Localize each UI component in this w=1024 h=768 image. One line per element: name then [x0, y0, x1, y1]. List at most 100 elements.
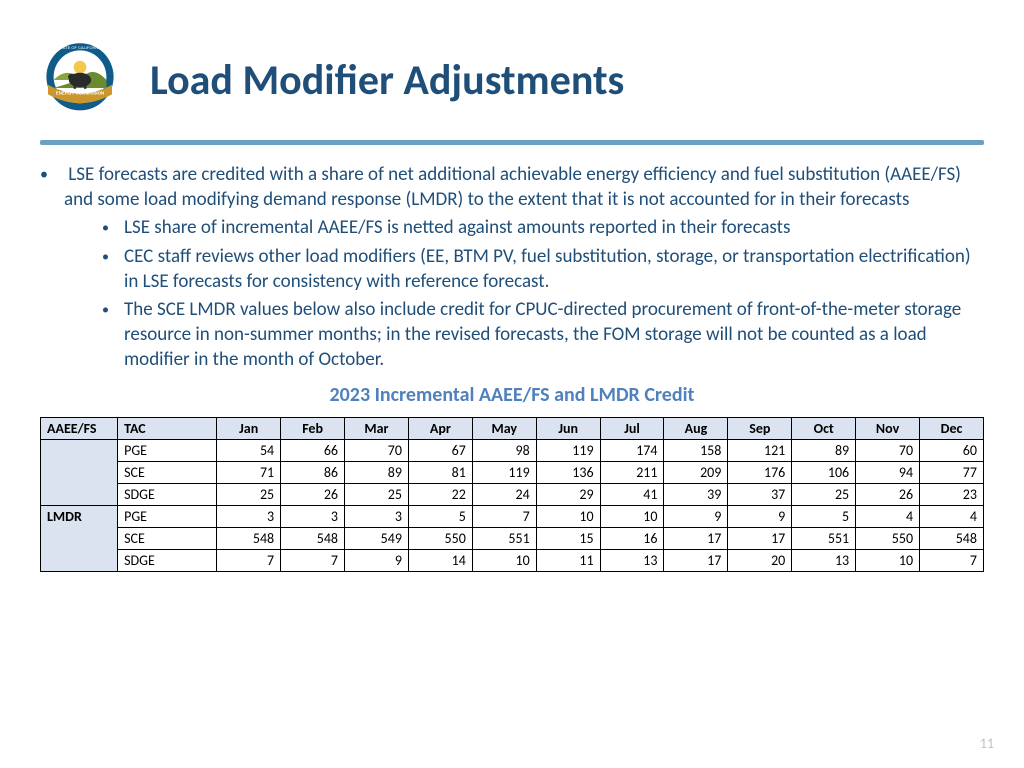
value-cell: 5 [792, 505, 856, 527]
tac-cell: SDGE [118, 549, 217, 571]
value-cell: 86 [281, 461, 345, 483]
value-cell: 25 [792, 483, 856, 505]
value-cell: 136 [536, 461, 600, 483]
value-cell: 16 [600, 527, 664, 549]
value-cell: 17 [664, 549, 728, 571]
value-cell: 10 [600, 505, 664, 527]
value-cell: 106 [792, 461, 856, 483]
value-cell: 66 [281, 439, 345, 461]
table-row: LMDRPGE33357101099544 [41, 505, 984, 527]
value-cell: 24 [472, 483, 536, 505]
value-cell: 7 [472, 505, 536, 527]
table-row: SCE54854854955055115161717551550548 [41, 527, 984, 549]
value-cell: 7 [281, 549, 345, 571]
value-cell: 22 [408, 483, 472, 505]
value-cell: 9 [664, 505, 728, 527]
tac-cell: SCE [118, 527, 217, 549]
value-cell: 119 [536, 439, 600, 461]
value-cell: 550 [408, 527, 472, 549]
value-cell: 13 [792, 549, 856, 571]
table-row: SCE718689811191362112091761069477 [41, 461, 984, 483]
value-cell: 176 [728, 461, 792, 483]
bullet-main-text: LSE forecasts are credited with a share … [64, 163, 961, 211]
cec-logo: STATE OF CALIFORNIA ENERGY COMMISSION [40, 40, 120, 120]
value-cell: 3 [217, 505, 281, 527]
value-cell: 548 [920, 527, 984, 549]
bullet-main: LSE forecasts are credited with a share … [64, 163, 984, 373]
value-cell: 26 [281, 483, 345, 505]
value-cell: 550 [856, 527, 920, 549]
value-cell: 7 [217, 549, 281, 571]
value-cell: 10 [856, 549, 920, 571]
sub-bullet: The SCE LMDR values below also include c… [124, 298, 984, 372]
value-cell: 17 [728, 527, 792, 549]
svg-text:ENERGY COMMISSION: ENERGY COMMISSION [56, 90, 104, 95]
value-cell: 10 [472, 549, 536, 571]
value-cell: 26 [856, 483, 920, 505]
svg-text:STATE OF CALIFORNIA: STATE OF CALIFORNIA [58, 45, 102, 50]
value-cell: 119 [472, 461, 536, 483]
value-cell: 70 [856, 439, 920, 461]
value-cell: 548 [281, 527, 345, 549]
credit-table: AAEE/FS TAC Jan Feb Mar Apr May Jun Jul … [40, 417, 984, 572]
group-cell: LMDR [41, 505, 118, 571]
value-cell: 20 [728, 549, 792, 571]
header-month: Jul [600, 417, 664, 439]
tac-cell: PGE [118, 505, 217, 527]
value-cell: 3 [281, 505, 345, 527]
header-month: Aug [664, 417, 728, 439]
value-cell: 71 [217, 461, 281, 483]
table-row: SDGE77914101113172013107 [41, 549, 984, 571]
table-header-row: AAEE/FS TAC Jan Feb Mar Apr May Jun Jul … [41, 417, 984, 439]
value-cell: 29 [536, 483, 600, 505]
sub-bullet: LSE share of incremental AAEE/FS is nett… [124, 216, 984, 241]
value-cell: 551 [792, 527, 856, 549]
value-cell: 81 [408, 461, 472, 483]
value-cell: 121 [728, 439, 792, 461]
header-month: Jan [217, 417, 281, 439]
value-cell: 4 [920, 505, 984, 527]
divider-line [40, 140, 984, 145]
table-row: PGE5466706798119174158121897060 [41, 439, 984, 461]
value-cell: 211 [600, 461, 664, 483]
value-cell: 3 [345, 505, 409, 527]
body-content: LSE forecasts are credited with a share … [40, 163, 984, 373]
header-month: Apr [408, 417, 472, 439]
sub-bullet: CEC staff reviews other load modifiers (… [124, 245, 984, 294]
header-month: Jun [536, 417, 600, 439]
value-cell: 14 [408, 549, 472, 571]
slide-title: Load Modifier Adjustments [150, 55, 624, 106]
header-month: May [472, 417, 536, 439]
header-month: Oct [792, 417, 856, 439]
sub-bullet-list: LSE share of incremental AAEE/FS is nett… [64, 216, 984, 372]
value-cell: 17 [664, 527, 728, 549]
value-cell: 67 [408, 439, 472, 461]
header-tac: TAC [118, 417, 217, 439]
slide-header: STATE OF CALIFORNIA ENERGY COMMISSION Lo… [40, 40, 984, 120]
value-cell: 37 [728, 483, 792, 505]
value-cell: 25 [345, 483, 409, 505]
header-month: Mar [345, 417, 409, 439]
value-cell: 98 [472, 439, 536, 461]
header-month: Dec [920, 417, 984, 439]
value-cell: 60 [920, 439, 984, 461]
value-cell: 548 [217, 527, 281, 549]
value-cell: 9 [345, 549, 409, 571]
value-cell: 9 [728, 505, 792, 527]
value-cell: 39 [664, 483, 728, 505]
tac-cell: SDGE [118, 483, 217, 505]
value-cell: 94 [856, 461, 920, 483]
group-cell [41, 439, 118, 505]
value-cell: 23 [920, 483, 984, 505]
table-row: SDGE252625222429413937252623 [41, 483, 984, 505]
value-cell: 7 [920, 549, 984, 571]
header-month: Feb [281, 417, 345, 439]
page-number: 11 [980, 735, 994, 752]
value-cell: 209 [664, 461, 728, 483]
value-cell: 70 [345, 439, 409, 461]
value-cell: 551 [472, 527, 536, 549]
value-cell: 54 [217, 439, 281, 461]
value-cell: 11 [536, 549, 600, 571]
tac-cell: PGE [118, 439, 217, 461]
value-cell: 89 [792, 439, 856, 461]
